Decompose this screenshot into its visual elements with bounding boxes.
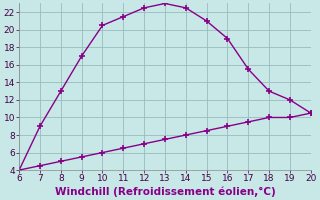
X-axis label: Windchill (Refroidissement éolien,°C): Windchill (Refroidissement éolien,°C) (55, 186, 276, 197)
